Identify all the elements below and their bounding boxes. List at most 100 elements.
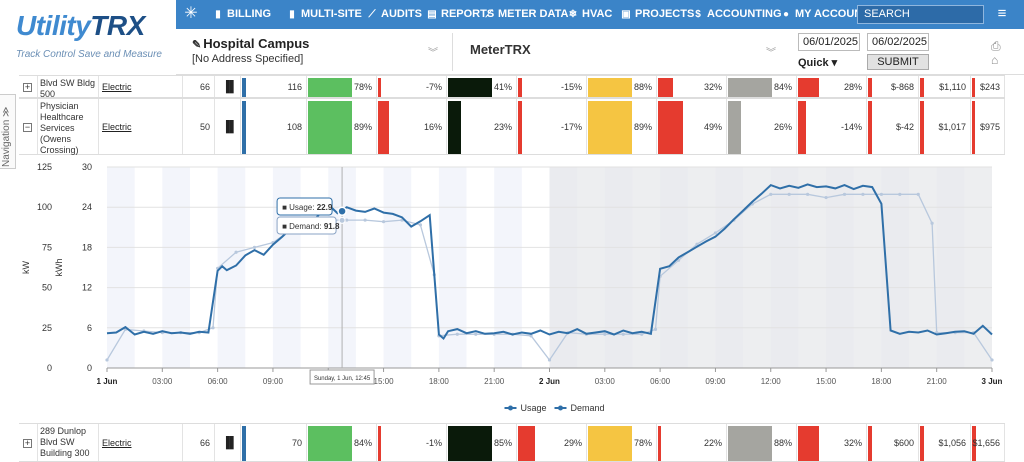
metric-value: $1,110: [939, 82, 966, 92]
submit-button[interactable]: SUBMIT: [867, 54, 929, 70]
usage-tooltip: [276, 197, 333, 216]
metric-bar: [518, 426, 535, 461]
meter-chevron-down-icon[interactable]: ︾: [766, 48, 776, 59]
bar-chart-icon[interactable]: ▐▌: [222, 437, 238, 449]
site-chevron-down-icon[interactable]: ︾: [428, 48, 438, 59]
site-address: [No Address Specified]: [192, 53, 304, 65]
metric-cell: 78%: [587, 424, 657, 461]
metric-bar: [308, 78, 352, 97]
demand-point: [695, 242, 699, 246]
demand-point: [640, 332, 644, 336]
metric-cell: 41%: [447, 76, 517, 97]
hub-icon[interactable]: ✳: [184, 5, 198, 22]
metric-bar: [308, 426, 352, 461]
demand-point: [345, 218, 349, 222]
meter-chart[interactable]: 0 0 25 6 50 12 75 18 100 24 125 30 kW kWh 1 Jun 03:00 06…: [19, 155, 1005, 423]
metric-bar: [798, 78, 819, 97]
metric-cell: 84%: [307, 424, 377, 461]
metric-cell: 85%: [447, 424, 517, 461]
x-tick-label: 3 Jun: [982, 377, 1003, 386]
nav-projects[interactable]: ▣ PROJECTS: [620, 0, 694, 29]
expand-icon[interactable]: +: [23, 82, 32, 92]
metric-cell: 89%: [307, 99, 377, 154]
demand-point: [234, 250, 238, 254]
home-icon[interactable]: ⌂: [991, 53, 999, 67]
demand-point: [381, 220, 386, 224]
demand-point: [621, 332, 625, 336]
metric-cell: 89%: [587, 99, 657, 154]
metric-value: $-868: [890, 82, 914, 92]
bar-chart-icon[interactable]: ▐▌: [222, 121, 238, 133]
table-row[interactable]: +289 Dunlop Blvd SW Building 300 Electric…: [19, 423, 1005, 462]
nav-billing[interactable]: ▮ BILLING: [212, 0, 271, 29]
metric-cell: -15%: [517, 76, 587, 97]
hamburger-menu-icon[interactable]: ≡: [997, 5, 1007, 22]
snowflake-icon: ❄: [568, 9, 578, 20]
metric-value: $-42: [895, 122, 914, 132]
usage-hover-marker: [337, 206, 347, 216]
metric-cell: 84%: [727, 76, 797, 97]
collapse-icon[interactable]: −: [23, 122, 32, 132]
divider: [452, 33, 453, 71]
table-row[interactable]: + Blvd SW Bldg 500 Electric 66 ▐▌ 116 78% -7% 41…: [19, 75, 1005, 99]
nav-label: MY ACCOUNT: [795, 8, 869, 20]
demand-point: [105, 358, 109, 362]
print-icon[interactable]: ⎙: [991, 39, 1001, 53]
chart-link-cell: ▐▌: [215, 76, 241, 97]
metric-bar: [728, 78, 772, 97]
metric-bar: [972, 78, 975, 97]
x-tick-label: 15:00: [816, 377, 837, 386]
metric-cell: 26%: [727, 99, 797, 154]
legend-usage-marker: [508, 405, 513, 411]
metric-bar: [658, 426, 661, 461]
building-name: Blvd SW Bldg 500: [38, 76, 99, 99]
table-row[interactable]: − Physician Healthcare Services (Owens Cr…: [19, 98, 1005, 155]
plot-stripe: [162, 167, 190, 368]
search-input[interactable]: SEARCH: [857, 5, 984, 24]
metric-value: -17%: [560, 122, 582, 132]
nav-meter-data[interactable]: ⟋ METER DATA: [483, 0, 569, 29]
nav-my-account[interactable]: ● MY ACCOUNT: [780, 0, 869, 29]
metric-value: 23%: [493, 122, 512, 132]
metric-value: 89%: [633, 122, 652, 132]
site-selector[interactable]: ✎ Hospital Campus: [192, 36, 309, 51]
meter-selector[interactable]: MeterTRX: [470, 42, 531, 57]
demand-point: [990, 358, 994, 362]
utility-type-link[interactable]: Electric: [102, 122, 132, 132]
nav-multi-site[interactable]: ▮ MULTI-SITE: [286, 0, 362, 29]
demand-point: [842, 192, 847, 196]
utilitytrx-logo[interactable]: UtilityTRX: [16, 10, 145, 42]
metric-bar: [972, 426, 976, 461]
y-left-tick-label: 50: [42, 283, 52, 293]
metric-bar: [728, 101, 741, 154]
metric-cell: 28%: [797, 76, 867, 97]
metric-value: 22%: [703, 438, 722, 448]
quick-range-dropdown[interactable]: Quick ▾: [798, 57, 838, 69]
demand-point: [879, 192, 883, 196]
start-date-input[interactable]: 06/01/2025: [798, 33, 860, 51]
end-date-input[interactable]: 06/02/2025: [867, 33, 929, 51]
metric-value: 84%: [773, 82, 792, 92]
metric-cell: 22%: [657, 424, 727, 461]
utility-type-link[interactable]: Electric: [102, 82, 132, 92]
metric-value: 29%: [563, 438, 582, 448]
value-cell: 70: [241, 424, 307, 461]
document-icon: ▤: [427, 9, 437, 20]
clipboard-icon: ▣: [621, 9, 631, 20]
logo-word-trx: TRX: [90, 10, 145, 41]
building-name: Physician Healthcare Services (Owens Cro…: [38, 99, 99, 155]
plot-stripe: [272, 167, 301, 368]
nav-hvac[interactable]: ❄ HVAC: [567, 0, 613, 29]
expand-icon[interactable]: +: [23, 438, 32, 448]
nav-audits[interactable]: ⟋ AUDITS: [366, 0, 422, 29]
nav-reports[interactable]: ▤ REPORTS: [426, 0, 494, 29]
utility-type-link[interactable]: Electric: [102, 438, 132, 448]
nav-label: METER DATA: [498, 8, 569, 20]
metric-cell: 88%: [587, 76, 657, 97]
metric-bar: [378, 78, 381, 97]
bar-chart-icon[interactable]: ▐▌: [222, 81, 238, 93]
utility-type-cell: Electric: [99, 99, 183, 154]
metric-bar: [658, 101, 683, 154]
navigation-side-tab[interactable]: Navigation ≫: [0, 94, 16, 169]
nav-accounting[interactable]: $ ACCOUNTING: [692, 0, 781, 29]
